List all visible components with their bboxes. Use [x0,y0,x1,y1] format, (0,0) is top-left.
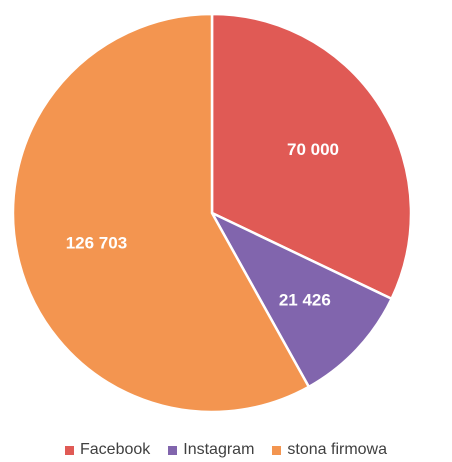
pie-slice-stona-firmowa [11,12,311,414]
legend-item-stona-firmowa: stona firmowa [272,441,387,459]
data-label-stona-firmowa: 126 703 [66,234,127,253]
legend-label-stona-firmowa: stona firmowa [287,441,387,458]
legend: Facebook Instagram stona firmowa [0,438,452,462]
legend-label-instagram: Instagram [183,441,255,458]
pie-chart: 70 000 21 426 126 703 [11,12,413,414]
legend-swatch-instagram [168,445,178,455]
pie-slice-instagram [209,210,394,389]
legend-label-facebook: Facebook [80,441,151,458]
legend-swatch-facebook [65,445,74,455]
legend-item-facebook: Facebook [65,441,150,459]
pie-slice-facebook [210,12,413,301]
legend-swatch-stona-firmowa [272,445,282,455]
data-label-instagram: 21 426 [279,291,331,310]
legend-item-instagram: Instagram [168,441,254,459]
data-label-facebook: 70 000 [287,140,339,159]
